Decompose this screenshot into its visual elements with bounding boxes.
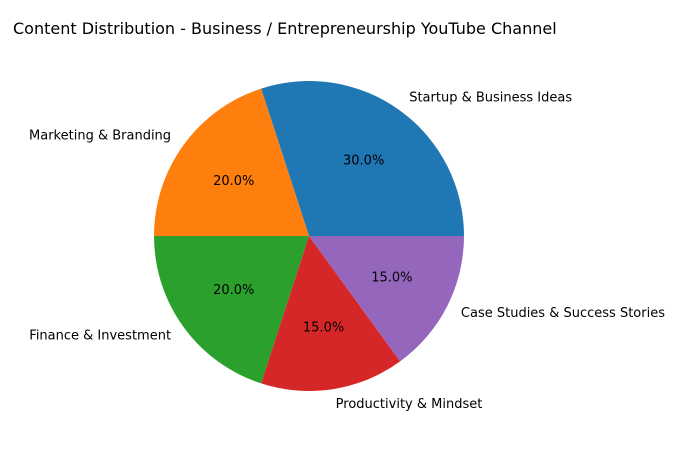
pie-slice-productivity-mindset [261, 236, 401, 391]
slice-label: Case Studies & Success Stories [461, 306, 665, 321]
percent-label: 20.0% [213, 283, 254, 298]
pie-slices [154, 81, 464, 391]
percent-label: 15.0% [371, 271, 412, 286]
percent-label: 30.0% [343, 153, 384, 168]
pie-slice-case-studies-success-stories [309, 236, 464, 362]
percent-label: 15.0% [303, 320, 344, 335]
slice-label: Finance & Investment [29, 329, 171, 344]
slice-label: Productivity & Mindset [336, 397, 483, 412]
pie-slice-marketing-branding [154, 88, 309, 236]
pie-labels: Startup & Business Ideas 30.0% Marketing &… [29, 91, 665, 412]
percent-label: 20.0% [213, 174, 254, 189]
slice-label: Marketing & Branding [29, 128, 171, 143]
slice-label: Startup & Business Ideas [409, 91, 572, 106]
chart-title: Content Distribution - Business / Entrep… [13, 19, 557, 38]
pie-slice-finance-investment [154, 236, 309, 384]
pie-slice-startup-business-ideas [261, 81, 464, 236]
